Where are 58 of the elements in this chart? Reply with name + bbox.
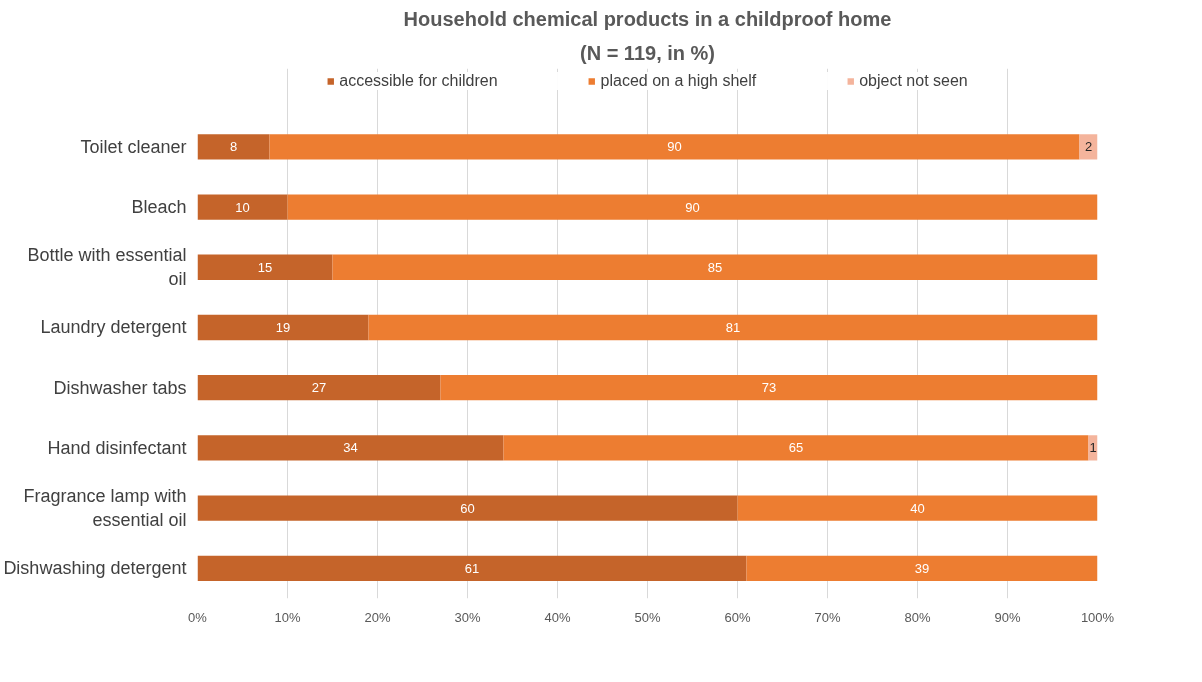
x-tick-label: 20%	[364, 609, 391, 625]
data-label: 19	[275, 319, 291, 335]
data-label: 39	[914, 560, 930, 576]
y-tick-label: Dishwasher tabs	[53, 377, 187, 398]
y-tick-label: Toilet cleaner	[80, 136, 187, 157]
bar	[332, 254, 1098, 280]
data-label: 8	[229, 139, 238, 155]
data-label: 81	[725, 319, 741, 335]
bar	[746, 555, 1098, 582]
data-label: 65	[788, 440, 804, 456]
bar	[269, 134, 1080, 160]
y-tick-label: Bleach	[131, 197, 187, 218]
bar	[197, 134, 270, 160]
data-label: 15	[257, 259, 273, 275]
chart-title: Household chemical products in a childproof home	[403, 7, 892, 30]
bar	[197, 435, 504, 461]
legend-label: accessible for children	[339, 72, 498, 90]
x-tick-label: 50%	[634, 609, 661, 625]
x-tick-label: 90%	[994, 609, 1021, 625]
x-tick-label: 10%	[274, 609, 301, 625]
bar	[503, 435, 1089, 461]
data-label: 73	[761, 380, 777, 396]
data-label: 90	[685, 199, 700, 215]
legend-label: placed on a high shelf	[600, 72, 757, 90]
data-label: 40	[910, 500, 925, 516]
legend-label: object not seen	[859, 72, 968, 90]
x-tick-label: 30%	[454, 609, 481, 625]
bar	[287, 194, 1098, 220]
y-tick-label: Bottle with essential oil	[27, 245, 187, 290]
bar	[197, 555, 747, 582]
data-label: 90	[667, 139, 682, 155]
bar	[440, 375, 1098, 401]
y-tick-label: Fragrance lamp with essential oil	[23, 486, 187, 531]
data-label: 34	[343, 440, 358, 456]
y-tick-label: Laundry detergent	[40, 317, 187, 338]
bar	[197, 194, 288, 220]
y-tick-label: Dishwashing detergent	[3, 558, 187, 579]
x-tick-label: 60%	[724, 609, 751, 625]
x-tick-label: 100%	[1080, 609, 1115, 625]
chart-subtitle: (N = 119, in %)	[579, 41, 716, 64]
data-label: 1	[1089, 440, 1097, 456]
data-label: 10	[235, 199, 250, 215]
x-tick-label: 40%	[544, 609, 571, 625]
bar	[197, 314, 369, 341]
x-tick-label: 80%	[904, 609, 931, 625]
data-label: 85	[707, 259, 723, 275]
bar	[197, 495, 738, 521]
x-tick-label: 0%	[188, 609, 208, 625]
x-tick-label: 70%	[814, 609, 841, 625]
data-label: 27	[311, 380, 327, 396]
bar	[197, 254, 333, 280]
bar	[197, 375, 441, 401]
y-tick-label: Hand disinfectant	[47, 437, 187, 458]
bar	[368, 314, 1098, 341]
data-label: 61	[464, 560, 480, 576]
data-label: 2	[1084, 139, 1093, 155]
data-label: 60	[460, 500, 475, 516]
bar	[737, 495, 1098, 521]
